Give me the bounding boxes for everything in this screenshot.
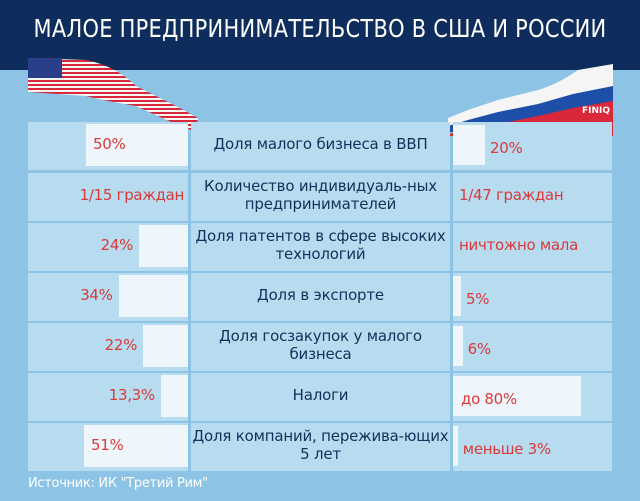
russia-cell [453, 423, 612, 471]
russia-cell [453, 173, 612, 221]
usa-value: 51% [90, 436, 124, 454]
usa-cell [28, 173, 188, 221]
russia-bar [453, 276, 461, 316]
russia-value: 1/47 граждан [459, 186, 564, 204]
usa-bar [118, 275, 188, 317]
russia-value: ничтожно мала [459, 236, 578, 254]
label-cell [191, 423, 450, 471]
russia-value: 5% [466, 290, 490, 308]
label-cell [191, 122, 450, 170]
header [0, 0, 640, 70]
row-label: Доля компаний, пережива-ющих 5 лет [192, 427, 449, 463]
row-label: Доля в экспорте [257, 286, 384, 304]
usa-bar [83, 425, 188, 467]
usa-flag-icon [28, 58, 198, 132]
usa-value: 1/15 граждан [79, 186, 185, 204]
row-label: Количество индивидуаль-ных предпринимате… [204, 177, 437, 213]
usa-value: 13,3% [108, 386, 155, 404]
usa-value: 34% [80, 286, 113, 304]
usa-value: 24% [100, 236, 134, 254]
label-cell [191, 173, 450, 221]
row-label: Налоги [292, 386, 349, 404]
page-title: МАЛОЕ ПРЕДПРИНИМАТЕЛЬСТВО В США И РОССИИ [33, 14, 607, 43]
russia-bar [453, 326, 463, 366]
usa-bar [160, 375, 188, 417]
russia-value: 20% [490, 139, 523, 157]
usa-bar [86, 124, 188, 166]
label-cell [191, 223, 450, 271]
russia-cell [453, 323, 612, 371]
russia-cell [453, 273, 612, 321]
finiq-logo: FINIQ [582, 106, 611, 116]
usa-bar [143, 325, 188, 367]
russia-bar [453, 426, 458, 466]
source-note: Источник: ИК "Третий Рим" [28, 476, 208, 491]
usa-bar [139, 225, 188, 267]
label-cell [191, 373, 450, 421]
label-cell [191, 273, 450, 321]
label-cell [191, 323, 450, 371]
usa-value: 22% [104, 336, 138, 354]
russia-bar [453, 125, 485, 165]
usa-value: 50% [93, 135, 126, 153]
russia-cell [453, 223, 612, 271]
row-label: Доля малого бизнеса в ВВП [213, 135, 428, 153]
russia-value: 6% [467, 340, 492, 358]
russia-bar [453, 376, 581, 416]
russia-value: меньше 3% [462, 440, 551, 458]
russia-value: до 80% [461, 390, 517, 408]
row-label: Доля патентов в сфере высоких технологий [195, 227, 446, 263]
row-label: Доля госзакупок у малого бизнеса [219, 327, 422, 363]
